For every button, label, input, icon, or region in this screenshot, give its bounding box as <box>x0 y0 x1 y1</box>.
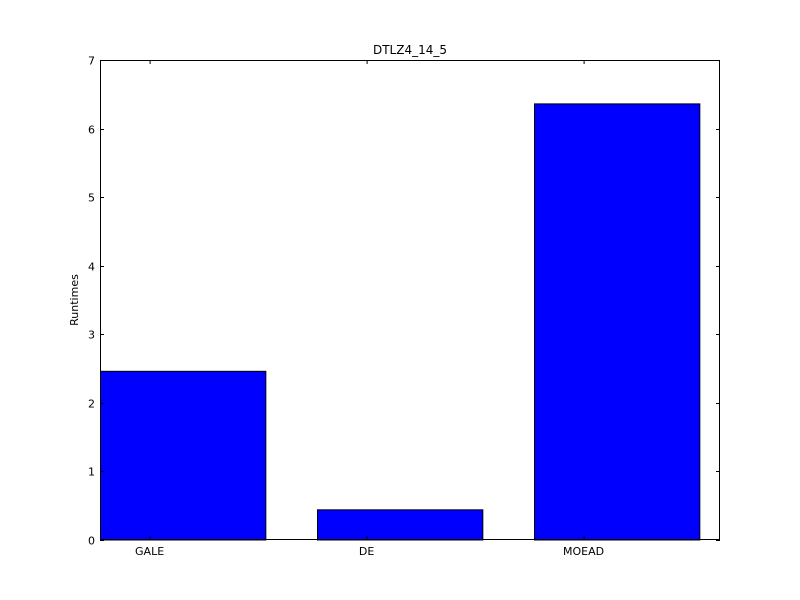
y-tick-label: 5 <box>88 192 95 205</box>
chart-title: DTLZ4_14_5 <box>373 43 447 57</box>
x-tick-labels: GALE DE MOEAD <box>135 545 604 558</box>
y-tick-label: 2 <box>88 398 95 411</box>
bar-moead <box>534 103 701 541</box>
y-tick-label: 0 <box>88 535 95 548</box>
y-tick-label: 7 <box>88 55 95 68</box>
y-tick-label: 3 <box>88 329 95 342</box>
y-axis-label: Runtimes <box>68 274 81 326</box>
bars-group <box>100 103 701 541</box>
bar-de <box>317 509 484 541</box>
x-tick-label: GALE <box>135 545 164 558</box>
bar-gale <box>100 370 267 541</box>
y-tick-labels: 0 1 2 3 4 5 6 7 <box>88 55 95 548</box>
y-tick-label: 4 <box>88 261 95 274</box>
y-tick-label: 1 <box>88 466 95 479</box>
y-tick-label: 6 <box>88 124 95 137</box>
x-tick-label: MOEAD <box>563 545 604 558</box>
plot-frame <box>100 60 720 540</box>
x-tick-label: DE <box>359 545 374 558</box>
